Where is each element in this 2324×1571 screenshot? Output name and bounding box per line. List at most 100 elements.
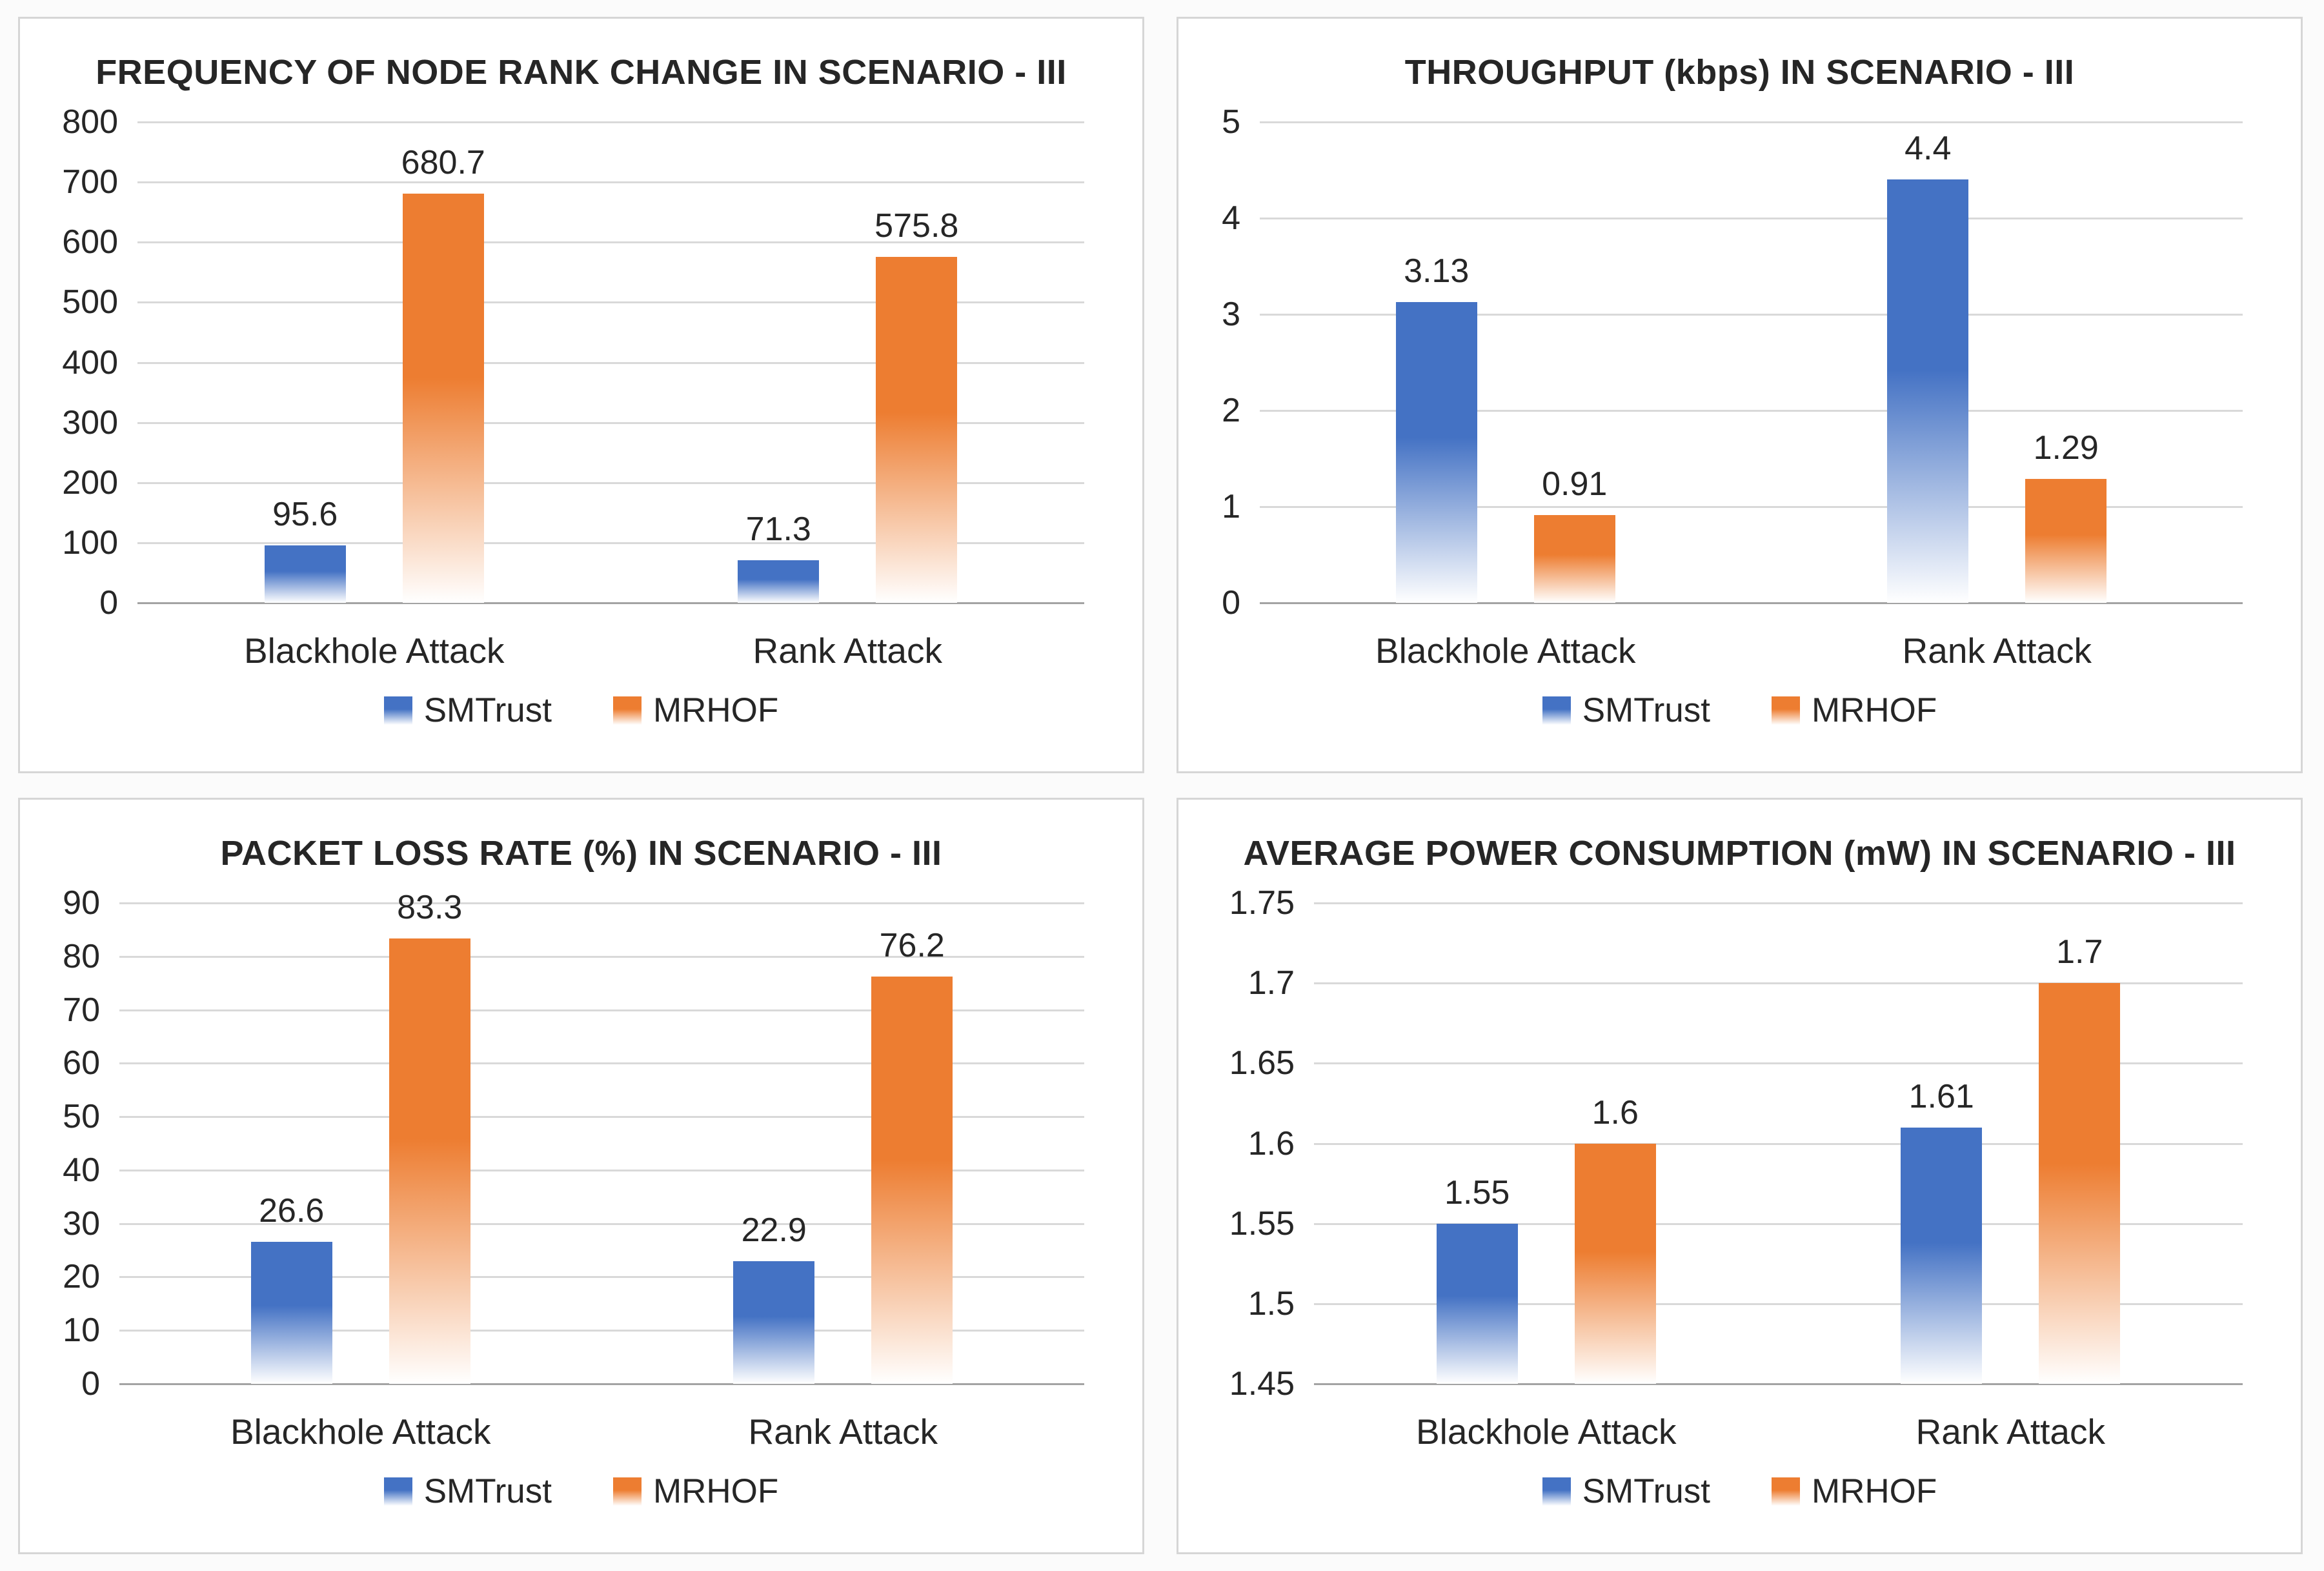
legend-swatch-mrhof-icon <box>1771 1477 1800 1506</box>
y-axis-tick-label: 1.5 <box>1248 1284 1295 1323</box>
gridline <box>119 1062 1084 1065</box>
bar-value-label: 71.3 <box>745 510 811 548</box>
chart-legend: SMTrust MRHOF <box>1204 691 2275 730</box>
bar-smtrust-blackhole-attack: 3.13 <box>1395 252 1477 603</box>
gridline <box>137 121 1084 123</box>
y-axis-tick-label: 700 <box>62 163 118 201</box>
y-axis-tick-label: 10 <box>63 1312 100 1350</box>
legend-item-mrhof: MRHOF <box>612 1472 778 1511</box>
gridline <box>1260 121 2243 123</box>
y-axis-tick-label: 800 <box>62 103 118 141</box>
x-axis-label-space <box>1204 1384 2275 1461</box>
x-category-label: Rank Attack <box>753 631 942 671</box>
gridline <box>1260 410 2243 412</box>
gridline <box>1260 218 2243 219</box>
bar-value-label: 1.29 <box>2033 429 2099 467</box>
y-axis-tick-label: 1.65 <box>1229 1044 1295 1082</box>
x-category-label: Rank Attack <box>748 1412 938 1452</box>
bar-value-label: 0.91 <box>1542 465 1608 503</box>
y-axis-tick-label: 50 <box>63 1098 100 1136</box>
legend-item-mrhof: MRHOF <box>1771 1472 1937 1511</box>
x-axis-line <box>1260 602 2243 604</box>
bar-mrhof-blackhole-attack: 1.6 <box>1574 1094 1656 1384</box>
gridline <box>119 1009 1084 1011</box>
gridline <box>1314 982 2243 985</box>
y-axis-tick-label: 1.75 <box>1229 884 1295 922</box>
bar-mrhof-rank-attack: 76.2 <box>871 927 953 1384</box>
bar-value-label: 680.7 <box>401 144 485 182</box>
gridline <box>119 1116 1084 1119</box>
y-axis-tick-label: 200 <box>62 463 118 502</box>
gridline <box>1260 506 2243 508</box>
x-category-label: Blackhole Attack <box>230 1412 491 1452</box>
bar-mrhof-rank-attack: 575.8 <box>874 207 958 603</box>
y-axis-tick-label: 40 <box>63 1151 100 1189</box>
y-axis-tick-label: 1.6 <box>1248 1124 1295 1162</box>
legend-swatch-smtrust-icon <box>1542 696 1571 725</box>
bar-smtrust-rank-attack: 71.3 <box>738 511 820 603</box>
y-axis-tick-label: 5 <box>1222 103 1240 141</box>
x-axis-label-space <box>46 603 1117 680</box>
y-axis-tick-label: 0 <box>81 1365 100 1403</box>
plot-area: 1.45 1.5 1.55 1.6 1.65 1.7 1.75 1.55 1.6 Blackhol… <box>1229 884 2243 1452</box>
bar-smtrust-rank-attack: 4.4 <box>1887 130 1969 603</box>
chart-legend: SMTrust MRHOF <box>1204 1472 2275 1511</box>
bar-value-label: 575.8 <box>874 207 959 245</box>
gridline <box>1314 1302 2243 1305</box>
y-axis-tick-label: 3 <box>1222 296 1240 333</box>
legend-item-smtrust: SMTrust <box>1542 691 1710 730</box>
y-axis-tick-label: 60 <box>63 1044 100 1082</box>
x-category-label: Rank Attack <box>1915 1412 2105 1452</box>
legend-label-mrhof: MRHOF <box>652 691 779 729</box>
bar-mrhof-rank-attack: 1.7 <box>2039 933 2121 1384</box>
bar-value-label: 76.2 <box>879 927 945 965</box>
bar-group: 71.3 575.8 <box>611 122 1085 603</box>
bar-group: 4.4 1.29 <box>1752 122 2243 603</box>
y-axis-tick-label: 1.7 <box>1248 964 1295 1002</box>
legend-swatch-mrhof-icon <box>612 696 642 725</box>
gridline <box>1260 314 2243 316</box>
plot-area: 0 1 2 3 4 5 3.13 0.91 Blackhole Attack 4.4 1.29 Ran… <box>1222 103 2243 671</box>
legend-item-mrhof: MRHOF <box>1771 691 1937 730</box>
gridline <box>137 421 1084 424</box>
y-axis-tick-label: 1 <box>1222 488 1240 525</box>
gridline <box>119 902 1084 904</box>
legend-swatch-smtrust-icon <box>383 696 412 725</box>
gridline <box>1314 1222 2243 1225</box>
legend-item-smtrust: SMTrust <box>383 691 552 730</box>
y-axis-tick-label: 300 <box>62 403 118 441</box>
bar-group: 22.9 76.2 <box>602 903 1085 1384</box>
plot-area: 0 10 20 30 40 50 60 70 80 90 26.6 83.3 Blackhole Att… <box>63 884 1085 1452</box>
legend-label-smtrust: SMTrust <box>1582 691 1710 729</box>
gridline <box>119 1330 1084 1332</box>
x-axis-line <box>1314 1383 2243 1385</box>
chart-area: 0 1 2 3 4 5 3.13 0.91 Blackhole Attack 4.4 1.29 Ran… <box>1222 103 2243 671</box>
y-axis-tick-label: 0 <box>99 584 118 622</box>
bar-group: 1.61 1.7 <box>1779 903 2243 1384</box>
gridline <box>119 1222 1084 1225</box>
chart-panel-packet-loss: PACKET LOSS RATE (%) IN SCENARIO - III 0… <box>18 798 1144 1554</box>
gridline <box>137 181 1084 184</box>
bar-value-label: 22.9 <box>741 1211 807 1250</box>
bar-smtrust-rank-attack: 1.61 <box>1901 1078 1983 1384</box>
bar-value-label: 95.6 <box>272 495 338 533</box>
plot-area: 0 100 200 300 400 500 600 700 800 95.6 680.7 Blackh… <box>62 103 1085 671</box>
bar-group: 95.6 680.7 <box>137 122 611 603</box>
legend-item-smtrust: SMTrust <box>383 1472 552 1511</box>
bar-mrhof-rank-attack: 1.29 <box>2025 429 2107 603</box>
bar-value-label: 4.4 <box>1905 130 1952 168</box>
chart-legend: SMTrust MRHOF <box>46 691 1117 730</box>
legend-swatch-mrhof-icon <box>1771 696 1800 725</box>
bar-value-label: 3.13 <box>1404 252 1470 290</box>
legend-swatch-smtrust-icon <box>1542 1477 1571 1506</box>
chart-title: FREQUENCY OF NODE RANK CHANGE IN SCENARI… <box>96 53 1067 92</box>
x-axis-label-space <box>1204 603 2275 680</box>
gridline <box>119 1276 1084 1279</box>
legend-label-smtrust: SMTrust <box>423 691 552 729</box>
chart-area: 0 10 20 30 40 50 60 70 80 90 26.6 83.3 Blackhole Att… <box>63 884 1085 1452</box>
legend-swatch-smtrust-icon <box>383 1477 412 1506</box>
y-axis-tick-label: 600 <box>62 223 118 261</box>
bar-value-label: 1.7 <box>2056 933 2103 971</box>
